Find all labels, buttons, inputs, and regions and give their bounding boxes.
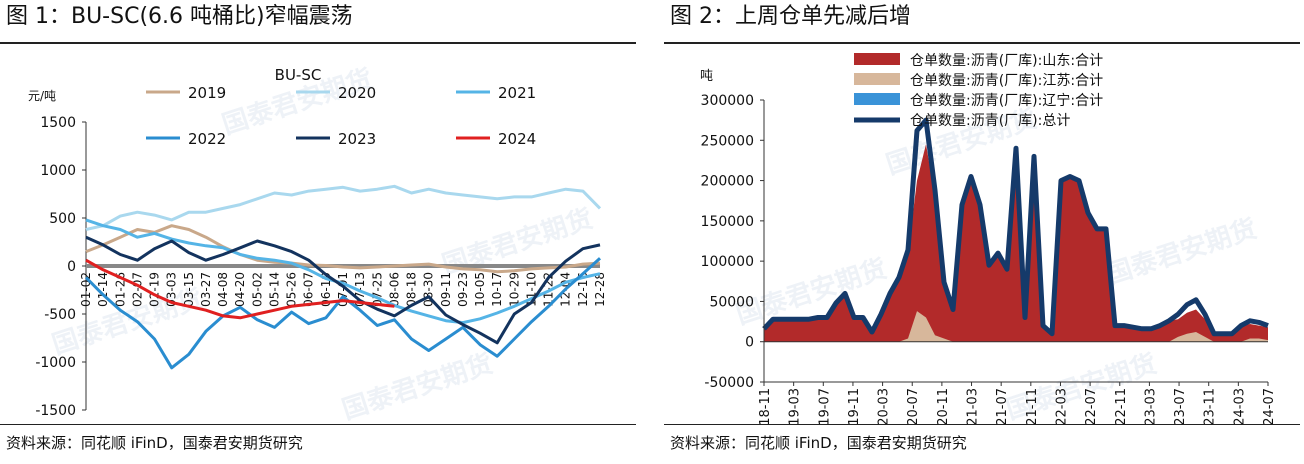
series-line-2023 xyxy=(85,235,601,345)
legend-label-2021: 2021 xyxy=(498,84,536,102)
legend-swatch-2 xyxy=(854,93,900,105)
legend-swatch-0 xyxy=(854,53,900,65)
source-divider xyxy=(664,424,1300,425)
x-tick-label: 2019-03 xyxy=(788,388,803,424)
x-tick-label: 10-17 xyxy=(490,272,504,307)
legend-label-1: 仓单数量:沥青(厂库):江苏:合计 xyxy=(910,73,1103,89)
y-tick-label: 300000 xyxy=(701,93,754,109)
x-tick-label: 05-02 xyxy=(250,272,264,307)
y-tick-label: 150000 xyxy=(701,214,754,230)
x-tick-label: 08-18 xyxy=(405,272,419,307)
series-line-仓单数量:沥青(厂库):总计 xyxy=(762,117,1269,337)
title-divider xyxy=(0,42,636,44)
x-tick-label: 01-02 xyxy=(79,272,93,307)
x-tick-label: 09-11 xyxy=(439,272,453,307)
x-tick-label: 2020-11 xyxy=(936,388,951,424)
y-tick-label: 500 xyxy=(49,211,76,227)
chart-panel-2: 图 2：上周仓单先减后增 国泰君安期货 国泰君安期货 国泰君安期货 国泰君安期货 300… xyxy=(664,0,1304,464)
legend-label-2020: 2020 xyxy=(338,84,376,102)
legend-label-0: 仓单数量:沥青(厂库):山东:合计 xyxy=(910,53,1103,69)
legend-label-2: 仓单数量:沥青(厂库):辽宁:合计 xyxy=(910,92,1103,109)
y-tick-label: 0 xyxy=(745,335,754,351)
x-tick-label: 04-08 xyxy=(216,272,230,307)
legend-label-2019: 2019 xyxy=(188,84,226,102)
x-tick-label: 2021-07 xyxy=(995,388,1010,424)
title-divider xyxy=(664,42,1300,44)
x-tick-label: 2020-03 xyxy=(877,388,892,424)
x-tick-label: 12-28 xyxy=(593,272,607,307)
chart-1-source: 资料来源：同花顺 iFinD，国泰君安期货研究 xyxy=(6,434,303,452)
y-tick-label: -500 xyxy=(44,307,76,323)
watermark-text: 国泰君安期货 xyxy=(1102,213,1260,291)
series-line-2019 xyxy=(85,224,601,274)
x-tick-label: 06-07 xyxy=(302,272,316,307)
x-tick-label: 04-20 xyxy=(233,272,247,307)
y-tick-label: 1000 xyxy=(40,163,76,179)
source-divider xyxy=(0,424,636,425)
series-line-2021 xyxy=(85,218,601,325)
x-tick-label: 01-26 xyxy=(113,272,127,307)
x-tick-label: 2024-03 xyxy=(1232,388,1247,424)
x-tick-label: 2021-03 xyxy=(966,388,981,424)
y-tick-label: -1000 xyxy=(35,355,76,371)
y-tick-label: 1500 xyxy=(40,115,76,131)
x-tick-label: 2022-07 xyxy=(1084,388,1099,424)
x-tick-label: 08-06 xyxy=(387,272,401,307)
x-tick-label: 05-14 xyxy=(267,272,281,307)
x-tick-label: 12-16 xyxy=(576,272,590,307)
x-tick-label: 2023-03 xyxy=(1143,388,1158,424)
chart-inner-title: BU-SC xyxy=(275,66,322,84)
y-tick-label: 50000 xyxy=(709,294,754,310)
series-line-2020 xyxy=(85,184,602,231)
series-area-仓单数量:沥青(厂库):山东:合计 xyxy=(764,144,1268,342)
legend-label-3: 仓单数量:沥青(厂库):总计 xyxy=(910,113,1070,129)
x-tick-label: 2019-11 xyxy=(847,388,862,424)
x-tick-label: 2019-07 xyxy=(817,388,832,424)
x-tick-label: 02-19 xyxy=(148,272,162,307)
x-tick-label: 10-05 xyxy=(473,272,487,307)
series-line-2024 xyxy=(85,258,395,320)
x-tick-label: 2021-11 xyxy=(1025,388,1040,424)
y-tick-label: 200000 xyxy=(701,174,754,190)
x-tick-label: 07-25 xyxy=(370,272,384,307)
x-tick-label: 03-15 xyxy=(182,272,196,307)
y-tick-label: -1500 xyxy=(35,403,76,419)
x-tick-label: 2018-11 xyxy=(758,388,773,424)
x-tick-label: 2023-07 xyxy=(1173,388,1188,424)
warehouse-receipt-chart: 国泰君安期货国泰君安期货国泰君安期货国泰君安期货3000002500002000… xyxy=(700,53,1277,424)
x-tick-label: 02-07 xyxy=(130,272,144,307)
y-tick-label: 250000 xyxy=(701,133,754,149)
watermark-text: 国泰君安期货 xyxy=(338,348,496,424)
x-tick-label: 03-03 xyxy=(165,272,179,307)
x-tick-label: 2022-03 xyxy=(1054,388,1069,424)
legend-label-2022: 2022 xyxy=(188,130,226,148)
chart-panel-1: 图 1：BU-SC(6.6 吨桶比)窄幅震荡 国泰君安期货 国泰君安期货 国泰君安期… xyxy=(0,0,640,464)
x-tick-label: 2023-11 xyxy=(1203,388,1218,424)
chart-2-title: 图 2：上周仓单先减后增 xyxy=(670,4,911,29)
chart-1-title: 图 1：BU-SC(6.6 吨桶比)窄幅震荡 xyxy=(6,4,353,29)
y-axis-unit: 吨 xyxy=(700,69,713,84)
chart-2-source: 资料来源：同花顺 iFinD，国泰君安期货研究 xyxy=(670,434,967,452)
y-tick-label: 100000 xyxy=(701,254,754,270)
x-tick-label: 05-26 xyxy=(285,272,299,307)
x-tick-label: 03-27 xyxy=(199,272,213,307)
x-tick-label: 2022-11 xyxy=(1114,388,1129,424)
x-tick-label: 10-29 xyxy=(507,272,521,307)
y-tick-label: 0 xyxy=(67,259,76,275)
legend-label-2023: 2023 xyxy=(338,130,376,148)
legend-swatch-1 xyxy=(854,73,900,85)
legend-label-2024: 2024 xyxy=(498,130,536,148)
y-axis-unit: 元/吨 xyxy=(28,89,56,103)
y-tick-label: -50000 xyxy=(704,375,754,391)
x-tick-label: 2020-07 xyxy=(906,388,921,424)
x-tick-label: 09-23 xyxy=(456,272,470,307)
series-line-2022 xyxy=(84,257,602,370)
x-tick-label: 2024-07 xyxy=(1262,388,1277,424)
